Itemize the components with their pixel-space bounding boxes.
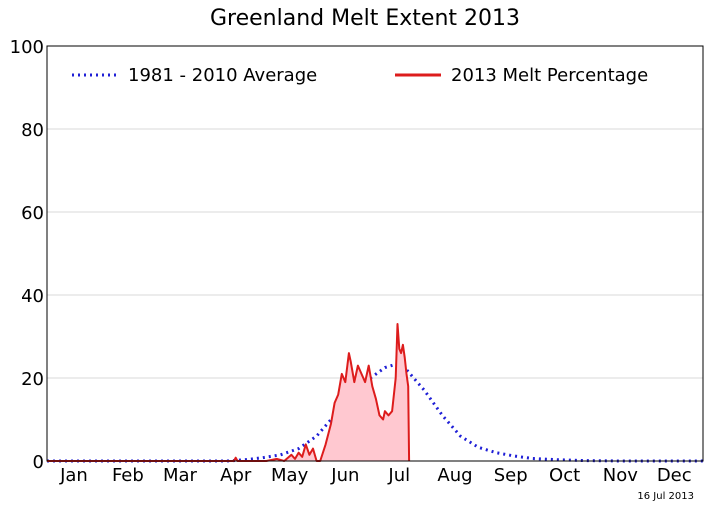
x-tick-label-sep: Sep — [494, 465, 528, 486]
x-tick-label-aug: Aug — [437, 465, 472, 486]
y-tick-label-60: 60 — [21, 203, 44, 224]
x-tick-label-feb: Feb — [112, 465, 144, 486]
y-tick-label-20: 20 — [21, 369, 44, 390]
x-tick-label-may: May — [271, 465, 309, 486]
legend-label-average: 1981 - 2010 Average — [128, 65, 317, 86]
y-tick-label-40: 40 — [21, 286, 44, 307]
y-tick-label-0: 0 — [33, 452, 44, 473]
y-tick-label-80: 80 — [21, 120, 44, 141]
x-tick-label-jan: Jan — [59, 465, 88, 486]
melt-2013-area — [47, 324, 410, 461]
x-tick-label-nov: Nov — [603, 465, 638, 486]
x-tick-label-apr: Apr — [220, 465, 252, 486]
x-tick-label-jul: Jul — [387, 465, 410, 486]
x-tick-label-oct: Oct — [549, 465, 580, 486]
legend: 1981 - 2010 Average 2013 Melt Percentage — [72, 65, 648, 86]
plot-frame — [46, 45, 704, 462]
date-stamp: 16 Jul 2013 — [637, 491, 694, 502]
x-tick-label-jun: Jun — [330, 465, 359, 486]
y-gridlines — [47, 128, 703, 379]
plot-series — [47, 323, 703, 463]
x-axis-ticks: Jan Feb Mar Apr May Jun Jul Aug Sep Oct Nov Dec — [59, 465, 692, 486]
chart-title: Greenland Melt Extent 2013 — [210, 6, 520, 31]
melt-2013-line — [47, 323, 411, 462]
x-tick-label-dec: Dec — [657, 465, 692, 486]
legend-label-2013: 2013 Melt Percentage — [451, 65, 648, 86]
x-tick-label-mar: Mar — [163, 465, 198, 486]
y-axis-ticks: 0 20 40 60 80 100 — [10, 37, 44, 473]
y-tick-label-100: 100 — [10, 37, 44, 58]
